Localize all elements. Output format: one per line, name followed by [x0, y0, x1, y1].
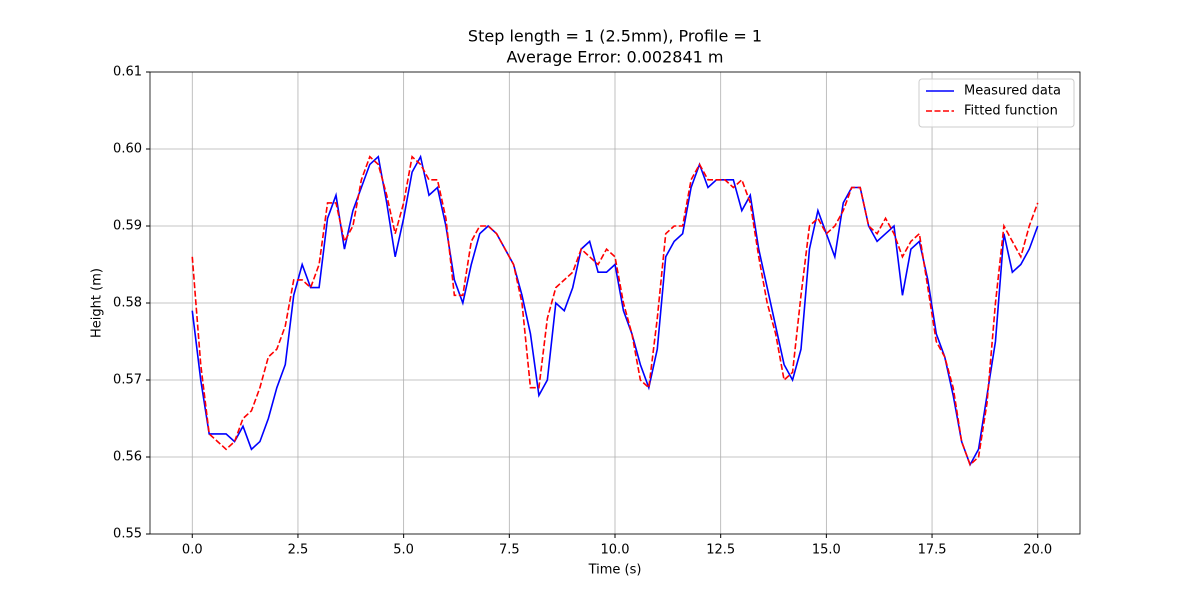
x-tick-label: 10.0: [601, 543, 630, 558]
data-line: [191, 154, 1039, 467]
x-tick-label: 7.5: [499, 543, 520, 558]
x-axis-label: Time (s): [588, 563, 642, 578]
legend-label: Fitted function: [964, 104, 1058, 119]
chart-title: Step length = 1 (2.5mm), Profile = 1: [468, 27, 762, 46]
y-tick-label: 0.57: [113, 373, 142, 388]
x-tick-label: 15.0: [812, 543, 841, 558]
plot-frame: [149, 71, 1081, 535]
legend-box: [918, 78, 1075, 128]
x-tick-label: 5.0: [393, 543, 414, 558]
legend: Measured data Fitted function: [918, 78, 1075, 128]
y-tick-label: 0.59: [113, 219, 142, 234]
x-tick-label: 17.5: [918, 543, 947, 558]
x-tick-label: 20.0: [1023, 543, 1052, 558]
y-tick-label: 0.60: [113, 142, 142, 157]
x-tick-label: 12.5: [706, 543, 735, 558]
y-tick-label: 0.61: [113, 65, 142, 80]
y-tick-label: 0.56: [113, 450, 142, 465]
legend-label: Measured data: [964, 84, 1061, 99]
y-axis-label: Height (m): [90, 268, 105, 338]
x-tick-label: 2.5: [288, 543, 309, 558]
x-tick-label: 0.0: [182, 543, 203, 558]
y-tick-label: 0.58: [113, 296, 142, 311]
data-line: [191, 155, 1039, 467]
y-tick-label: 0.55: [113, 527, 142, 542]
chart-subtitle: Average Error: 0.002841 m: [507, 48, 724, 67]
